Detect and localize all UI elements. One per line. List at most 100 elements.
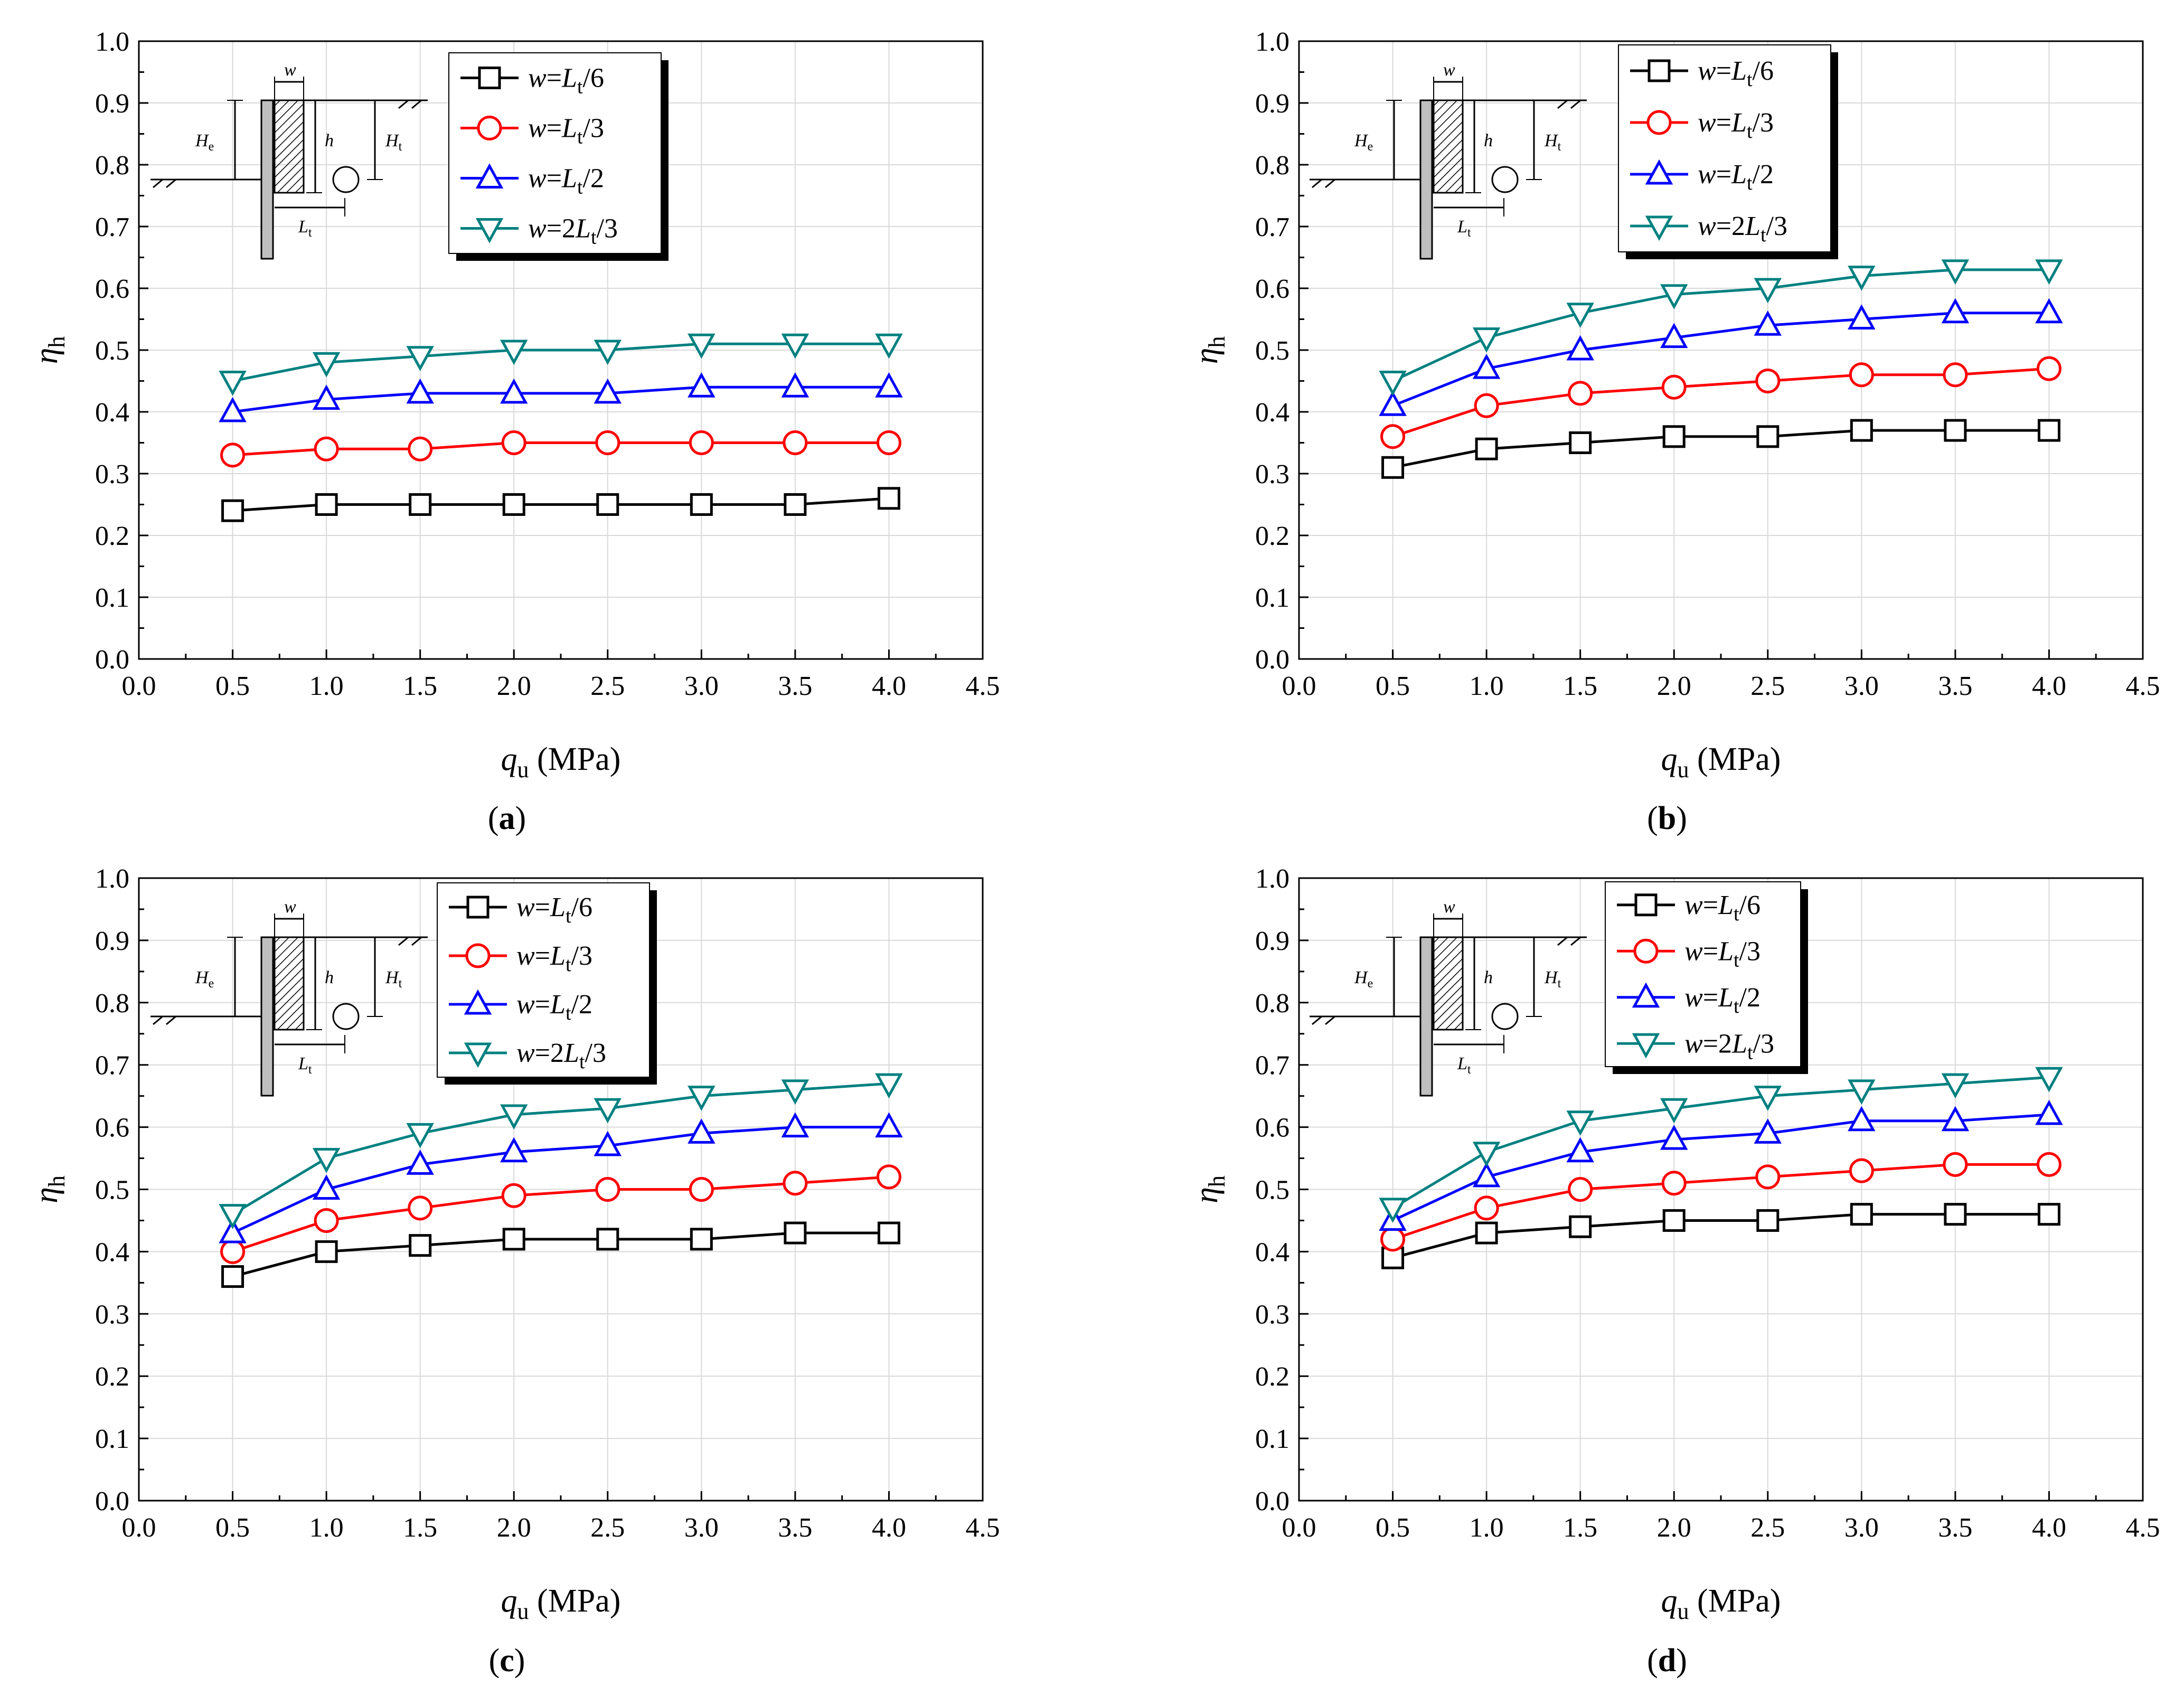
data-point <box>783 430 808 455</box>
data-point <box>784 1221 807 1245</box>
improved-soil-zone <box>1433 99 1464 194</box>
data-point <box>1662 1209 1686 1232</box>
data-point <box>877 1221 900 1245</box>
x-tick-label: 0.5 <box>1376 1513 1410 1543</box>
data-point <box>1848 1106 1876 1132</box>
data-point <box>1756 425 1780 448</box>
legend-label: w=Lt/2 <box>1698 159 1774 194</box>
retaining-wall-schematic: w He h Ht Lt <box>1310 897 1587 1097</box>
data-point <box>409 493 432 516</box>
legend-marker <box>1633 938 1659 964</box>
legend-label: w=Lt/2 <box>516 990 592 1024</box>
data-point <box>2035 1067 2063 1092</box>
legend-label: w=Lt/3 <box>516 941 592 976</box>
legend-marker <box>1648 59 1671 82</box>
data-point <box>689 1177 714 1202</box>
data-point <box>500 1104 528 1130</box>
y-tick-label: 0.1 <box>1255 583 1289 613</box>
retaining-wall-schematic: w He h Ht Lt <box>1310 60 1587 260</box>
y-tick-label: 0.9 <box>1255 89 1289 119</box>
data-point <box>596 493 619 516</box>
x-tick-label: 0.0 <box>122 1513 156 1543</box>
data-point <box>1848 266 1876 291</box>
panel-label: (c) <box>489 1643 525 1679</box>
data-point <box>781 333 809 359</box>
data-point <box>1754 1086 1782 1111</box>
y-tick-label: 0.8 <box>95 150 129 181</box>
y-tick-label: 0.8 <box>1255 988 1289 1019</box>
data-point <box>875 1112 903 1138</box>
ground-hatch-mark <box>1325 1015 1335 1025</box>
legend: w=Lt/6 w=Lt/3 w=Lt/2 w=2Lt/3 <box>1605 881 1808 1074</box>
y-tick-label: 0.5 <box>1255 1175 1289 1205</box>
y-tick-label: 0.4 <box>95 398 129 428</box>
lt-label: Lt <box>1457 1054 1471 1077</box>
data-point <box>2035 259 2063 285</box>
data-point <box>781 1112 809 1138</box>
panel-label: (b) <box>1647 800 1687 836</box>
he-label: He <box>1354 131 1373 154</box>
x-axis-label: qu (MPa) <box>1661 741 1781 783</box>
x-tick-label: 1.5 <box>403 671 437 701</box>
ground-hatch-mark <box>398 99 409 109</box>
data-point <box>1660 1098 1688 1124</box>
h-label: h <box>325 968 334 987</box>
y-tick-label: 1.0 <box>1255 27 1289 57</box>
data-point <box>409 1234 432 1257</box>
legend: w=Lt/6 w=Lt/3 w=Lt/2 w=2Lt/3 <box>437 882 657 1085</box>
x-tick-label: 4.5 <box>2126 671 2160 701</box>
y-tick-label: 1.0 <box>95 864 129 894</box>
data-point <box>221 499 244 522</box>
data-point <box>1566 1137 1594 1163</box>
x-tick-label: 2.0 <box>1657 671 1691 701</box>
series-4 <box>1379 1067 2063 1223</box>
legend-label: w=2Lt/3 <box>1684 1029 1774 1063</box>
ground-hatch-mark <box>153 1015 163 1025</box>
legend: w=Lt/6 w=Lt/3 w=Lt/2 w=2Lt/3 <box>1618 44 1838 259</box>
data-point <box>1569 431 1592 454</box>
data-point <box>1379 371 1407 396</box>
data-point <box>1472 353 1501 379</box>
series-line <box>232 441 889 457</box>
x-tick-label: 3.5 <box>778 671 812 701</box>
chart-panel-c: 0.0 0.5 1.0 1.5 2.0 2.5 3.0 3.5 4.0 4.5 0.0 0.1 0.2 0… <box>29 864 1000 1679</box>
data-point <box>1568 1177 1593 1202</box>
legend-item: w=Lt/6 <box>1617 890 1761 925</box>
data-point <box>406 1123 434 1148</box>
series-3 <box>1379 1099 2063 1231</box>
data-point <box>1941 259 1970 285</box>
series-line <box>1392 1163 2049 1241</box>
data-point <box>1566 335 1594 361</box>
w-label: w <box>284 60 296 80</box>
data-point <box>1849 1158 1874 1183</box>
y-tick-label: 0.6 <box>1255 1113 1289 1143</box>
y-axis-label: ηh <box>1189 1175 1230 1203</box>
y-tick-label: 0.4 <box>1255 1237 1289 1267</box>
data-point <box>219 371 247 396</box>
data-point <box>688 333 716 359</box>
data-point <box>2035 1099 2063 1125</box>
he-label: He <box>1354 968 1373 991</box>
legend-item: w=2Lt/3 <box>1617 1029 1774 1063</box>
data-point <box>781 1079 809 1105</box>
x-tick-label: 1.5 <box>403 1513 437 1543</box>
he-label: He <box>195 968 214 991</box>
y-tick-label: 0.0 <box>1255 645 1289 675</box>
y-axis-label: ηh <box>29 336 70 364</box>
data-point <box>219 1204 247 1229</box>
series-2 <box>1380 356 2061 449</box>
legend-marker <box>466 896 489 919</box>
ht-label: Ht <box>1544 131 1561 154</box>
data-point <box>876 430 901 455</box>
x-tick-label: 1.0 <box>309 671 344 701</box>
legend-item: w=2Lt/3 <box>460 214 618 249</box>
legend-item: w=Lt/3 <box>1617 936 1761 971</box>
data-point <box>1660 284 1688 309</box>
y-tick-label: 0.5 <box>95 1175 129 1205</box>
data-point <box>1943 362 1968 388</box>
data-point <box>219 397 247 422</box>
x-tick-label: 4.0 <box>872 1513 906 1543</box>
x-tick-label: 4.0 <box>2032 1513 2066 1543</box>
data-point <box>1944 419 1967 442</box>
improved-soil-zone <box>274 936 305 1031</box>
